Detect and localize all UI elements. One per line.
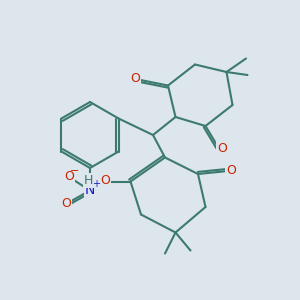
Text: H: H [84,174,93,188]
Text: N: N [85,184,95,197]
Text: O: O [64,170,74,184]
Text: O: O [100,174,110,188]
Text: O: O [217,142,227,155]
Text: O: O [61,196,71,210]
Text: −: − [70,166,80,176]
Text: +: + [92,179,100,189]
Text: O: O [226,164,236,178]
Text: O: O [130,71,140,85]
